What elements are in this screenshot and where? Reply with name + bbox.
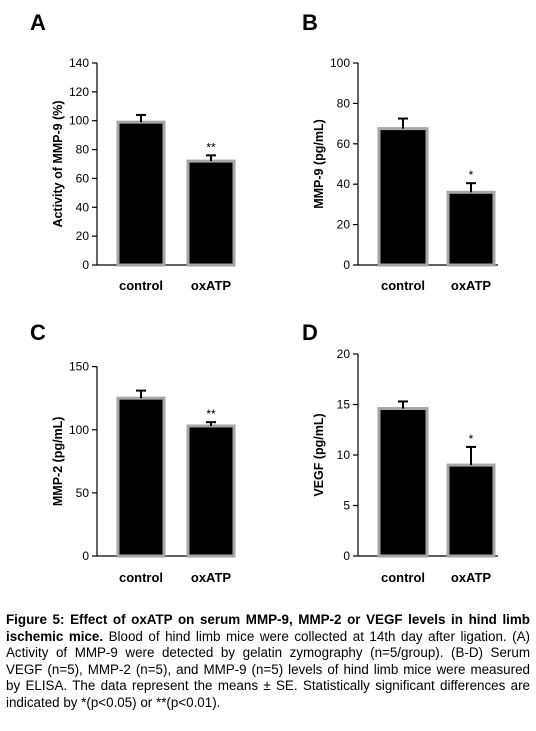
y-tick-label-d: 15 [337, 398, 351, 412]
y-tick-label-b: 20 [337, 218, 351, 232]
category-label-b: oxATP [451, 278, 492, 293]
y-tick-label-d: 5 [343, 499, 350, 513]
figure-caption: Figure 5: Effect of oxATP on serum MMP-9… [6, 612, 530, 712]
bar-d-oxATP [446, 463, 496, 558]
category-label-c: oxATP [191, 570, 232, 585]
bar-d-control [377, 407, 429, 558]
y-tick-label-b: 100 [330, 56, 350, 70]
y-tick-label-d: 0 [343, 549, 350, 563]
bar-a-oxATP [186, 159, 236, 267]
y-tick-label-a: 60 [76, 171, 90, 185]
y-tick-label-a: 20 [76, 229, 90, 243]
category-label-b: control [381, 278, 425, 293]
category-label-d: control [381, 570, 425, 585]
significance-marker-d: * [469, 432, 474, 446]
bar-b-oxATP [446, 190, 496, 267]
y-tick-label-d: 10 [337, 448, 351, 462]
y-tick-label-d: 20 [337, 347, 351, 361]
y-axis-label-a: Activity of MMP-9 (%) [51, 100, 65, 227]
y-tick-label-a: 0 [82, 258, 89, 272]
panel-letter-c: C [30, 320, 46, 345]
y-tick-label-a: 100 [69, 114, 89, 128]
y-axis-label-b: MMP-9 (pg/mL) [312, 119, 326, 209]
significance-marker-b: * [469, 168, 474, 182]
y-tick-label-c: 100 [69, 423, 89, 437]
bar-c-oxATP [186, 424, 236, 558]
panel-letter-a: A [30, 10, 46, 35]
panel-letter-d: D [302, 320, 318, 345]
y-tick-label-a: 140 [69, 56, 89, 70]
category-label-a: control [119, 278, 163, 293]
y-tick-label-c: 0 [82, 549, 89, 563]
caption-body: Blood of hind limb mice were collected a… [6, 628, 530, 710]
y-tick-label-b: 60 [337, 137, 351, 151]
bar-a-control [116, 120, 166, 267]
y-tick-label-b: 0 [343, 258, 350, 272]
y-tick-label-a: 120 [69, 85, 89, 99]
y-tick-label-a: 40 [76, 200, 90, 214]
y-axis-label-c: MMP-2 (pg/mL) [51, 417, 65, 507]
category-label-a: oxATP [191, 278, 232, 293]
panel-letter-b: B [302, 10, 318, 35]
significance-marker-c: ** [206, 407, 216, 421]
y-tick-label-a: 80 [76, 143, 90, 157]
y-axis-label-d: VEGF (pg/mL) [312, 413, 326, 496]
y-tick-label-b: 40 [337, 177, 351, 191]
category-label-d: oxATP [451, 570, 492, 585]
category-label-c: control [119, 570, 163, 585]
y-tick-label-b: 80 [337, 96, 351, 110]
bar-b-control [377, 127, 429, 267]
bar-c-control [116, 396, 166, 558]
y-tick-label-c: 50 [76, 486, 90, 500]
caption-title: Figure 5: Effect of oxATP on serum MMP-9… [6, 612, 530, 644]
y-tick-label-c: 150 [69, 360, 89, 374]
significance-marker-a: ** [206, 140, 216, 154]
